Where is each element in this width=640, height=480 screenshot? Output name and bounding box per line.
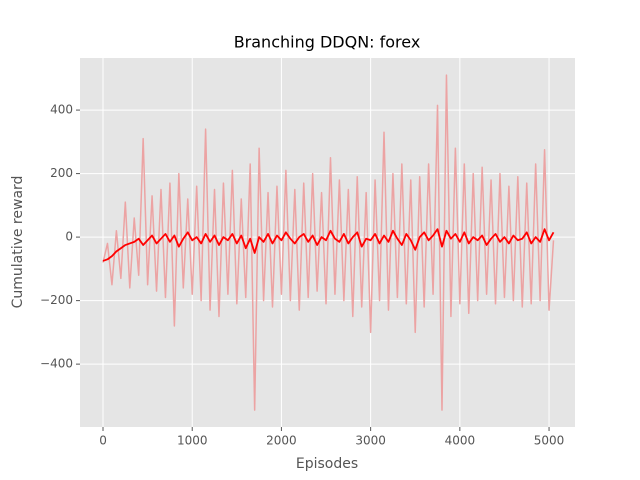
- y-tick-label: −200: [40, 293, 73, 307]
- x-tick-label: 4000: [445, 434, 476, 448]
- chart-title: Branching DDQN: forex: [234, 33, 421, 52]
- y-tick-label: 400: [50, 103, 73, 117]
- x-tick-label: 1000: [177, 434, 208, 448]
- series-line: [102, 74, 555, 411]
- y-tick-label: −400: [40, 357, 73, 371]
- x-axis-label: Episodes: [296, 456, 358, 472]
- y-axis-label: Cumulative reward: [10, 176, 26, 309]
- x-tick-label: 5000: [534, 434, 565, 448]
- series-line: [102, 228, 555, 262]
- y-tick-label: 200: [50, 166, 73, 180]
- x-tick-label: 2000: [266, 434, 297, 448]
- x-tick-label: 3000: [355, 434, 386, 448]
- y-tick-label: 0: [65, 230, 73, 244]
- x-tick-label: 0: [99, 434, 107, 448]
